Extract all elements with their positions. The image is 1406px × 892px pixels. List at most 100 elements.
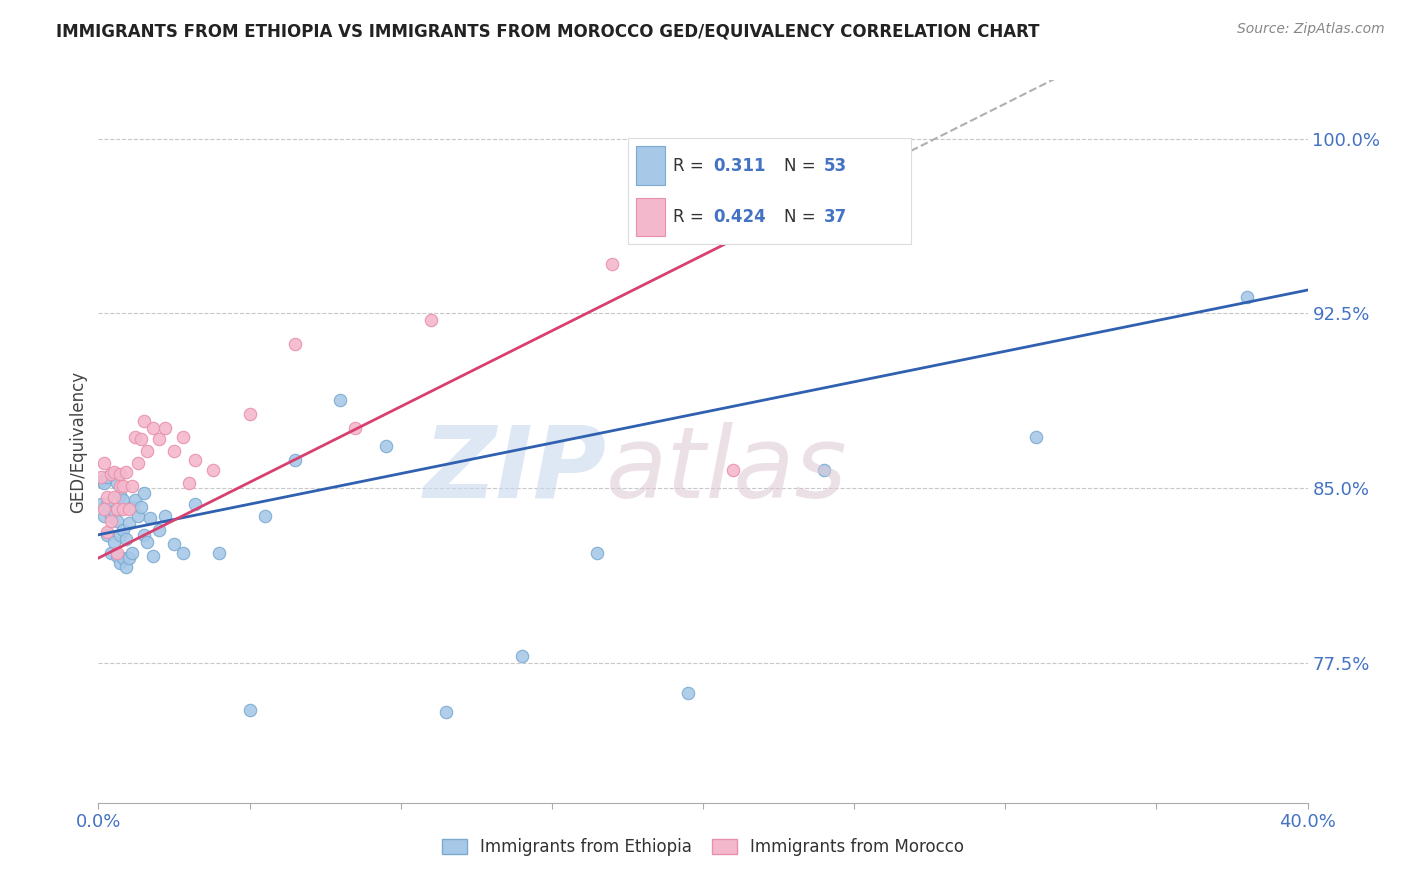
Point <box>118 516 141 530</box>
Point <box>172 546 194 560</box>
Point <box>103 534 125 549</box>
Point <box>108 556 131 570</box>
Point <box>208 546 231 560</box>
Point <box>103 465 125 479</box>
Point <box>121 500 143 514</box>
Point <box>93 509 115 524</box>
Point <box>105 549 128 563</box>
Point <box>135 443 157 458</box>
Point <box>105 514 128 528</box>
Text: Source: ZipAtlas.com: Source: ZipAtlas.com <box>1237 22 1385 37</box>
Text: IMMIGRANTS FROM ETHIOPIA VS IMMIGRANTS FROM MOROCCO GED/EQUIVALENCY CORRELATION : IMMIGRANTS FROM ETHIOPIA VS IMMIGRANTS F… <box>56 22 1040 40</box>
Point <box>121 479 143 493</box>
Point <box>111 492 134 507</box>
Point <box>329 392 352 407</box>
Point <box>103 467 125 482</box>
Bar <box>637 146 665 185</box>
Point <box>111 479 134 493</box>
Point <box>100 509 122 524</box>
Point <box>344 420 367 434</box>
Point <box>586 546 609 560</box>
Point <box>179 476 201 491</box>
Point <box>90 474 112 488</box>
Point <box>105 476 128 491</box>
Point <box>96 528 118 542</box>
Point <box>100 546 122 560</box>
Text: atlas: atlas <box>606 422 848 519</box>
Point <box>163 537 186 551</box>
Y-axis label: GED/Equivalency: GED/Equivalency <box>69 370 87 513</box>
Point <box>93 456 115 470</box>
Point <box>90 498 112 512</box>
Point <box>108 467 131 482</box>
Point <box>184 453 207 467</box>
Point <box>114 533 136 547</box>
Point <box>129 432 152 446</box>
Text: R =: R = <box>673 157 709 175</box>
Point <box>153 509 176 524</box>
Point <box>111 523 134 537</box>
Point <box>96 498 118 512</box>
Point <box>105 546 128 560</box>
Point <box>434 705 457 719</box>
Point <box>121 546 143 560</box>
Point <box>676 686 699 700</box>
Text: ZIP: ZIP <box>423 422 606 519</box>
Point <box>124 430 146 444</box>
Point <box>374 439 396 453</box>
Point <box>284 336 307 351</box>
Text: R =: R = <box>673 208 709 226</box>
Point <box>1236 290 1258 304</box>
Point <box>239 407 262 421</box>
Point <box>184 498 207 512</box>
Point <box>813 462 835 476</box>
Point <box>96 525 118 540</box>
Point <box>100 467 122 482</box>
Text: N =: N = <box>783 157 821 175</box>
Point <box>510 648 533 663</box>
Point <box>253 509 276 524</box>
Point <box>93 476 115 491</box>
Point <box>96 491 118 505</box>
Point <box>723 462 745 476</box>
Point <box>202 462 225 476</box>
Point <box>108 479 131 493</box>
Point <box>132 413 155 427</box>
Point <box>142 420 165 434</box>
Point <box>90 469 112 483</box>
Point <box>118 502 141 516</box>
Text: 0.424: 0.424 <box>713 208 766 226</box>
Point <box>124 492 146 507</box>
Point <box>148 432 170 446</box>
Bar <box>637 197 665 235</box>
Point <box>114 560 136 574</box>
Text: 37: 37 <box>824 208 846 226</box>
Point <box>127 509 149 524</box>
Text: 0.311: 0.311 <box>713 157 765 175</box>
Point <box>132 528 155 542</box>
Point <box>420 313 443 327</box>
Point <box>114 465 136 479</box>
Point <box>93 502 115 516</box>
Point <box>111 502 134 516</box>
Point <box>132 485 155 500</box>
Point <box>239 702 262 716</box>
Point <box>108 528 131 542</box>
Point <box>96 469 118 483</box>
Point <box>135 534 157 549</box>
Point <box>139 511 162 525</box>
Point <box>129 500 152 514</box>
Point <box>108 488 131 502</box>
Point <box>148 523 170 537</box>
Point <box>153 420 176 434</box>
Point <box>103 491 125 505</box>
Point <box>103 504 125 518</box>
Point <box>163 443 186 458</box>
Point <box>142 549 165 563</box>
Point <box>284 453 307 467</box>
Point <box>111 551 134 566</box>
Legend: Immigrants from Ethiopia, Immigrants from Morocco: Immigrants from Ethiopia, Immigrants fro… <box>434 831 972 863</box>
Point <box>127 456 149 470</box>
Point <box>172 430 194 444</box>
Point <box>1024 430 1046 444</box>
